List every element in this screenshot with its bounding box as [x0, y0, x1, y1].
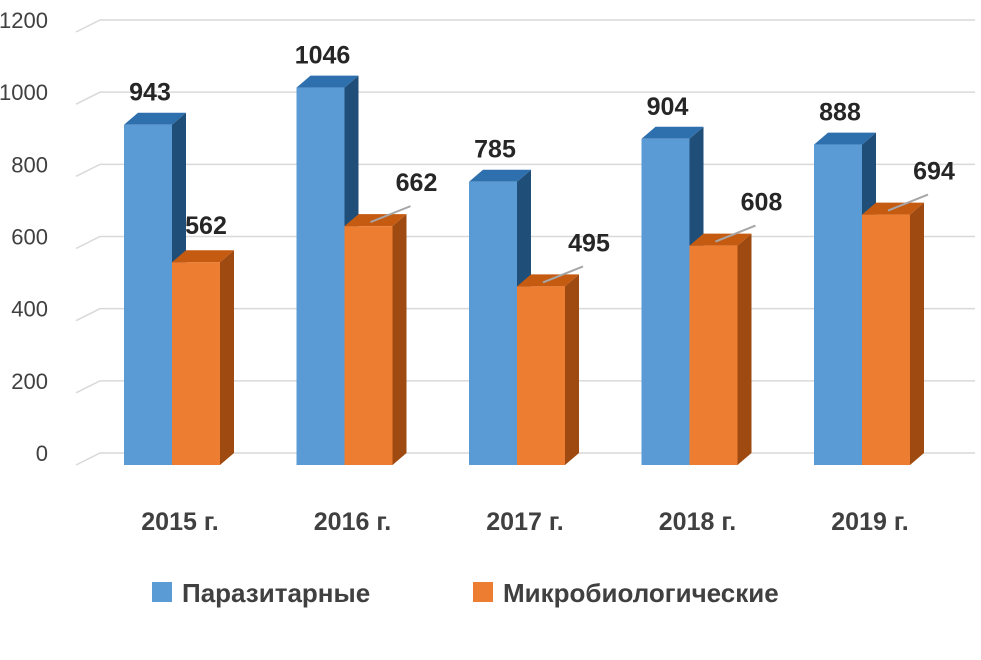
data-label: 888	[819, 99, 861, 127]
data-label: 495	[568, 229, 610, 257]
leader-line	[715, 224, 756, 243]
x-axis-categories: 2015 г. 2016 г. 2017 г. 2018 г. 2019 г.	[141, 508, 908, 536]
bar	[517, 274, 579, 465]
bar-top	[296, 75, 359, 88]
x-tick-label: 2015 г.	[141, 508, 218, 536]
leader-line	[370, 205, 411, 224]
bar-front	[124, 124, 172, 466]
legend-swatch	[152, 582, 172, 602]
x-tick-label: 2016 г.	[314, 508, 391, 536]
bar-top	[124, 112, 186, 125]
gridline	[75, 91, 975, 105]
bar-top	[641, 126, 704, 139]
x-tick-label: 2017 г.	[486, 508, 563, 536]
bar-front	[469, 181, 517, 465]
bar-top	[469, 169, 531, 182]
bar-side	[565, 274, 579, 465]
y-tick-label: 0	[36, 441, 48, 466]
legend-item: Микробиологические	[473, 578, 779, 608]
data-label: 1046	[295, 42, 351, 70]
y-tick-label: 400	[11, 297, 48, 322]
bar-front	[344, 226, 393, 465]
bar-top	[172, 250, 234, 263]
bar-front	[641, 138, 690, 465]
bar-front	[296, 87, 345, 466]
x-tick-label: 2019 г.	[831, 508, 908, 536]
y-axis-ticks: 0 200 400 600 800 1000 1200	[0, 8, 48, 466]
data-label: 608	[741, 189, 783, 217]
bar-front	[689, 245, 738, 465]
legend-label: Паразитарные	[182, 578, 370, 608]
data-label: 904	[647, 93, 689, 121]
bar-front	[172, 262, 220, 465]
data-label: 694	[913, 158, 955, 186]
data-labels: 943 562 1046 662 785 495 904 608 888 694	[129, 42, 955, 284]
legend: Паразитарные Микробиологические	[152, 578, 779, 608]
data-label: 662	[396, 169, 438, 197]
gridlines	[75, 19, 975, 466]
data-label: 785	[474, 136, 516, 164]
legend-label: Микробиологические	[503, 578, 779, 608]
bar	[344, 214, 407, 465]
bar-front	[517, 286, 565, 465]
bar-front	[862, 214, 910, 465]
y-tick-label: 800	[11, 152, 48, 177]
y-tick-label: 1000	[0, 80, 48, 105]
bar-side	[220, 250, 234, 465]
y-tick-label: 200	[11, 369, 48, 394]
data-label: 562	[185, 212, 227, 240]
y-tick-label: 1200	[0, 8, 48, 33]
bar-top	[814, 132, 876, 145]
x-tick-label: 2018 г.	[659, 508, 736, 536]
data-label: 943	[129, 79, 171, 107]
y-tick-label: 600	[11, 225, 48, 250]
bar	[172, 250, 234, 465]
gridline	[75, 19, 975, 33]
bar	[689, 233, 752, 465]
bar-side	[910, 202, 924, 465]
bars	[124, 75, 924, 466]
bar-side	[392, 214, 407, 465]
leader-line	[887, 193, 929, 212]
legend-item: Паразитарные	[152, 578, 370, 608]
leader-line	[542, 265, 584, 284]
bar-side	[737, 233, 752, 465]
legend-swatch	[473, 582, 493, 602]
bar-front	[814, 144, 862, 465]
bar	[862, 202, 924, 465]
